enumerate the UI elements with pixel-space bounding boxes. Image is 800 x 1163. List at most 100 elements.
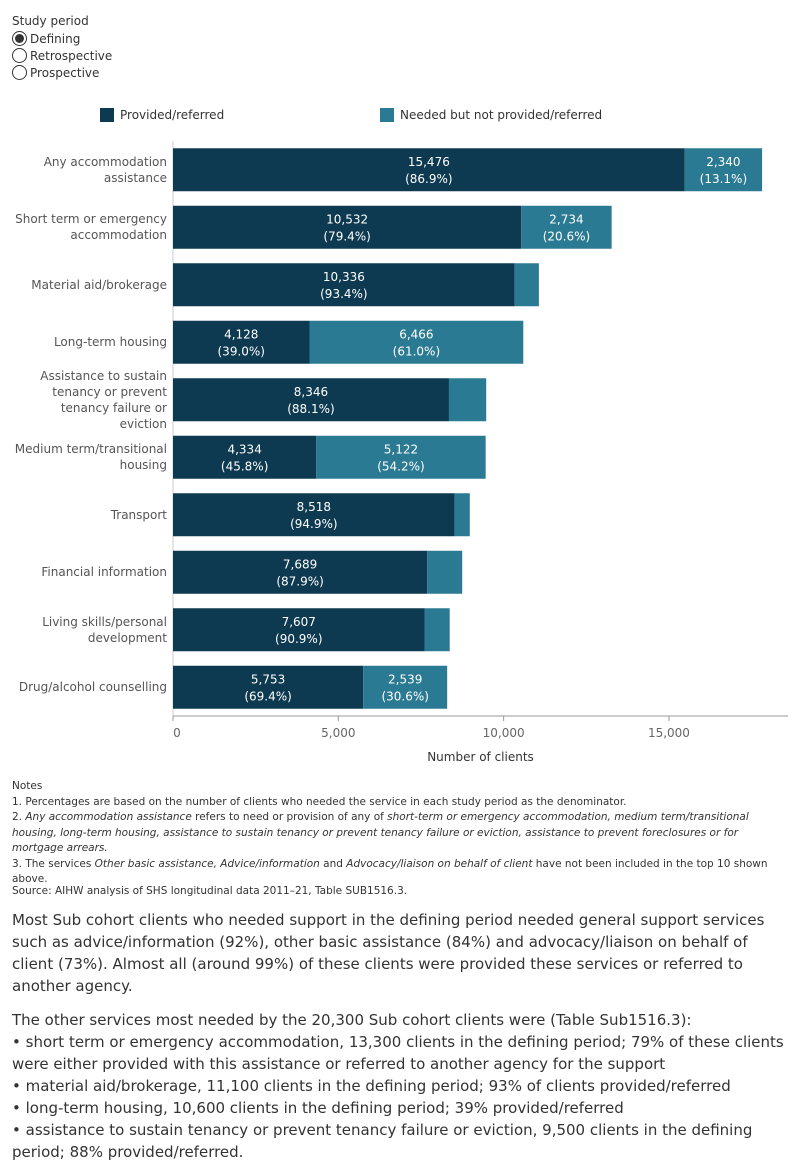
y-tick-label: Assistance to sustain tenancy or prevent… — [40, 368, 167, 431]
x-axis-title: Number of clients — [427, 750, 534, 764]
percent-label: (13.1%) — [700, 172, 747, 186]
x-tick-label: 10,000 — [483, 726, 525, 740]
bullet: long-term housing, 10,600 clients in the… — [12, 1097, 788, 1119]
y-tick-label: Long-term housing — [53, 335, 167, 350]
note: 2. Any accommodation assistance refers t… — [12, 810, 792, 857]
radio-label[interactable]: Retrospective — [30, 48, 113, 63]
value-label: 7,689 — [283, 557, 317, 571]
bar-segment — [173, 550, 428, 594]
bar-segment — [173, 378, 449, 422]
legend: Provided/referred Needed but not provided… — [100, 108, 660, 122]
y-tick-label: Living skills/personal development — [42, 614, 167, 645]
paragraph: The other services most needed by the 20… — [12, 1011, 692, 1029]
study-period-filter: Study period Defining Retrospective Pros… — [12, 14, 112, 81]
y-tick-label: Any accommodation assistance — [43, 154, 167, 185]
bar-segment — [173, 320, 310, 364]
value-label: 6,466 — [399, 327, 433, 341]
y-tick-label: Drug/alcohol counselling — [18, 680, 167, 695]
radio-option[interactable]: Prospective — [12, 64, 112, 81]
note-text: 3. The services — [12, 857, 95, 870]
percent-label: (88.1%) — [287, 402, 334, 416]
bullet: short term or emergency accommodation, 1… — [12, 1031, 788, 1075]
x-tick-label: 0 — [173, 726, 181, 740]
y-tick-label: Medium term/transitional housing — [14, 442, 167, 473]
value-label: 2,734 — [549, 212, 583, 226]
legend-label: Provided/referred — [120, 108, 225, 122]
x-tick-label: 5,000 — [321, 726, 355, 740]
radio-option[interactable]: Defining — [12, 30, 112, 47]
note-text: Any accommodation assistance — [25, 811, 192, 823]
value-label: 2,539 — [388, 672, 422, 686]
y-tick-label: Short term or emergency accommodation — [15, 212, 167, 243]
value-label: 8,518 — [297, 500, 331, 514]
percent-label: (86.9%) — [405, 172, 452, 186]
percent-label: (45.8%) — [221, 459, 268, 473]
value-label: 4,334 — [227, 442, 261, 456]
value-label: 4,128 — [224, 327, 258, 341]
body-text: Most Sub cohort clients who needed suppo… — [12, 909, 788, 1163]
radio-label[interactable]: Defining — [30, 31, 81, 46]
bar-segment — [448, 378, 487, 422]
percent-label: (20.6%) — [543, 229, 590, 243]
chart: 0 5,000 10,000 15,000 Number of clients 15,47… — [172, 141, 788, 764]
percent-label: (69.4%) — [244, 689, 291, 703]
value-label: 8,346 — [294, 385, 328, 399]
bar-segment — [173, 493, 455, 537]
radio-button[interactable] — [12, 31, 27, 46]
bar-segment — [424, 608, 450, 652]
y-tick-label: Transport — [110, 507, 167, 522]
radio-button[interactable] — [12, 48, 27, 63]
note-text: 2. — [12, 811, 26, 823]
bar-segment — [173, 608, 425, 652]
bar-segment — [316, 435, 486, 479]
note: 1. Percentages are based on the number o… — [12, 795, 792, 811]
y-tick-label: Material aid/brokerage — [31, 277, 167, 292]
bullet-list: short term or emergency accommodation, 1… — [12, 1031, 788, 1163]
percent-label: (79.4%) — [323, 229, 370, 243]
value-label: 10,532 — [326, 212, 368, 226]
notes-title: Notes — [12, 780, 43, 792]
legend-swatch — [380, 108, 394, 122]
legend-label: Needed but not provided/referred — [400, 108, 603, 122]
value-label: 7,607 — [282, 615, 316, 629]
bar-segment — [173, 435, 317, 479]
bullet: assistance to sustain tenancy or prevent… — [12, 1119, 788, 1163]
note-text: have not been included in the top 10 sho… — [12, 857, 768, 886]
radio-option[interactable]: Retrospective — [12, 47, 112, 64]
legend-swatch — [100, 108, 114, 122]
note-text: short-term or emergency accommodation, m… — [12, 811, 749, 854]
paragraph: Most Sub cohort clients who needed suppo… — [12, 911, 765, 995]
bar-segment — [309, 320, 524, 364]
notes: Notes 1. Percentages are based on the nu… — [12, 779, 792, 888]
bar-segment — [454, 493, 470, 537]
source: Source: AIHW analysis of SHS longitudina… — [12, 885, 408, 897]
bullet: material aid/brokerage, 11,100 clients i… — [12, 1075, 788, 1097]
bar-segment — [514, 263, 539, 307]
note-text: and — [319, 857, 347, 870]
value-label: 5,753 — [251, 672, 285, 686]
percent-label: (90.9%) — [275, 632, 322, 646]
note-text: refers to need or provision of any of — [191, 811, 388, 823]
radio-button[interactable] — [12, 65, 27, 80]
note-text: Other basic assistance, Advice/informati… — [94, 857, 320, 870]
percent-label: (94.9%) — [290, 517, 337, 531]
value-label: 15,476 — [408, 155, 450, 169]
bar-segment — [173, 665, 364, 709]
percent-label: (30.6%) — [381, 689, 428, 703]
radio-label[interactable]: Prospective — [30, 65, 100, 80]
legend-item: Needed but not provided/referred — [380, 108, 660, 122]
bar-segment — [684, 148, 763, 192]
note: 3. The services Other basic assistance, … — [12, 857, 792, 888]
bar-segment — [173, 263, 515, 307]
percent-label: (54.2%) — [377, 459, 424, 473]
note-text: Advocacy/liaison on behalf of client — [346, 857, 533, 870]
bar-segment — [427, 550, 463, 594]
bar-segment — [173, 205, 522, 249]
y-tick-label: Financial information — [41, 565, 167, 580]
bar-segment — [521, 205, 612, 249]
percent-label: (93.4%) — [320, 287, 367, 301]
bar-segment — [363, 665, 448, 709]
note-text: 1. Percentages are based on the number o… — [12, 795, 627, 808]
value-label: 2,340 — [706, 155, 740, 169]
